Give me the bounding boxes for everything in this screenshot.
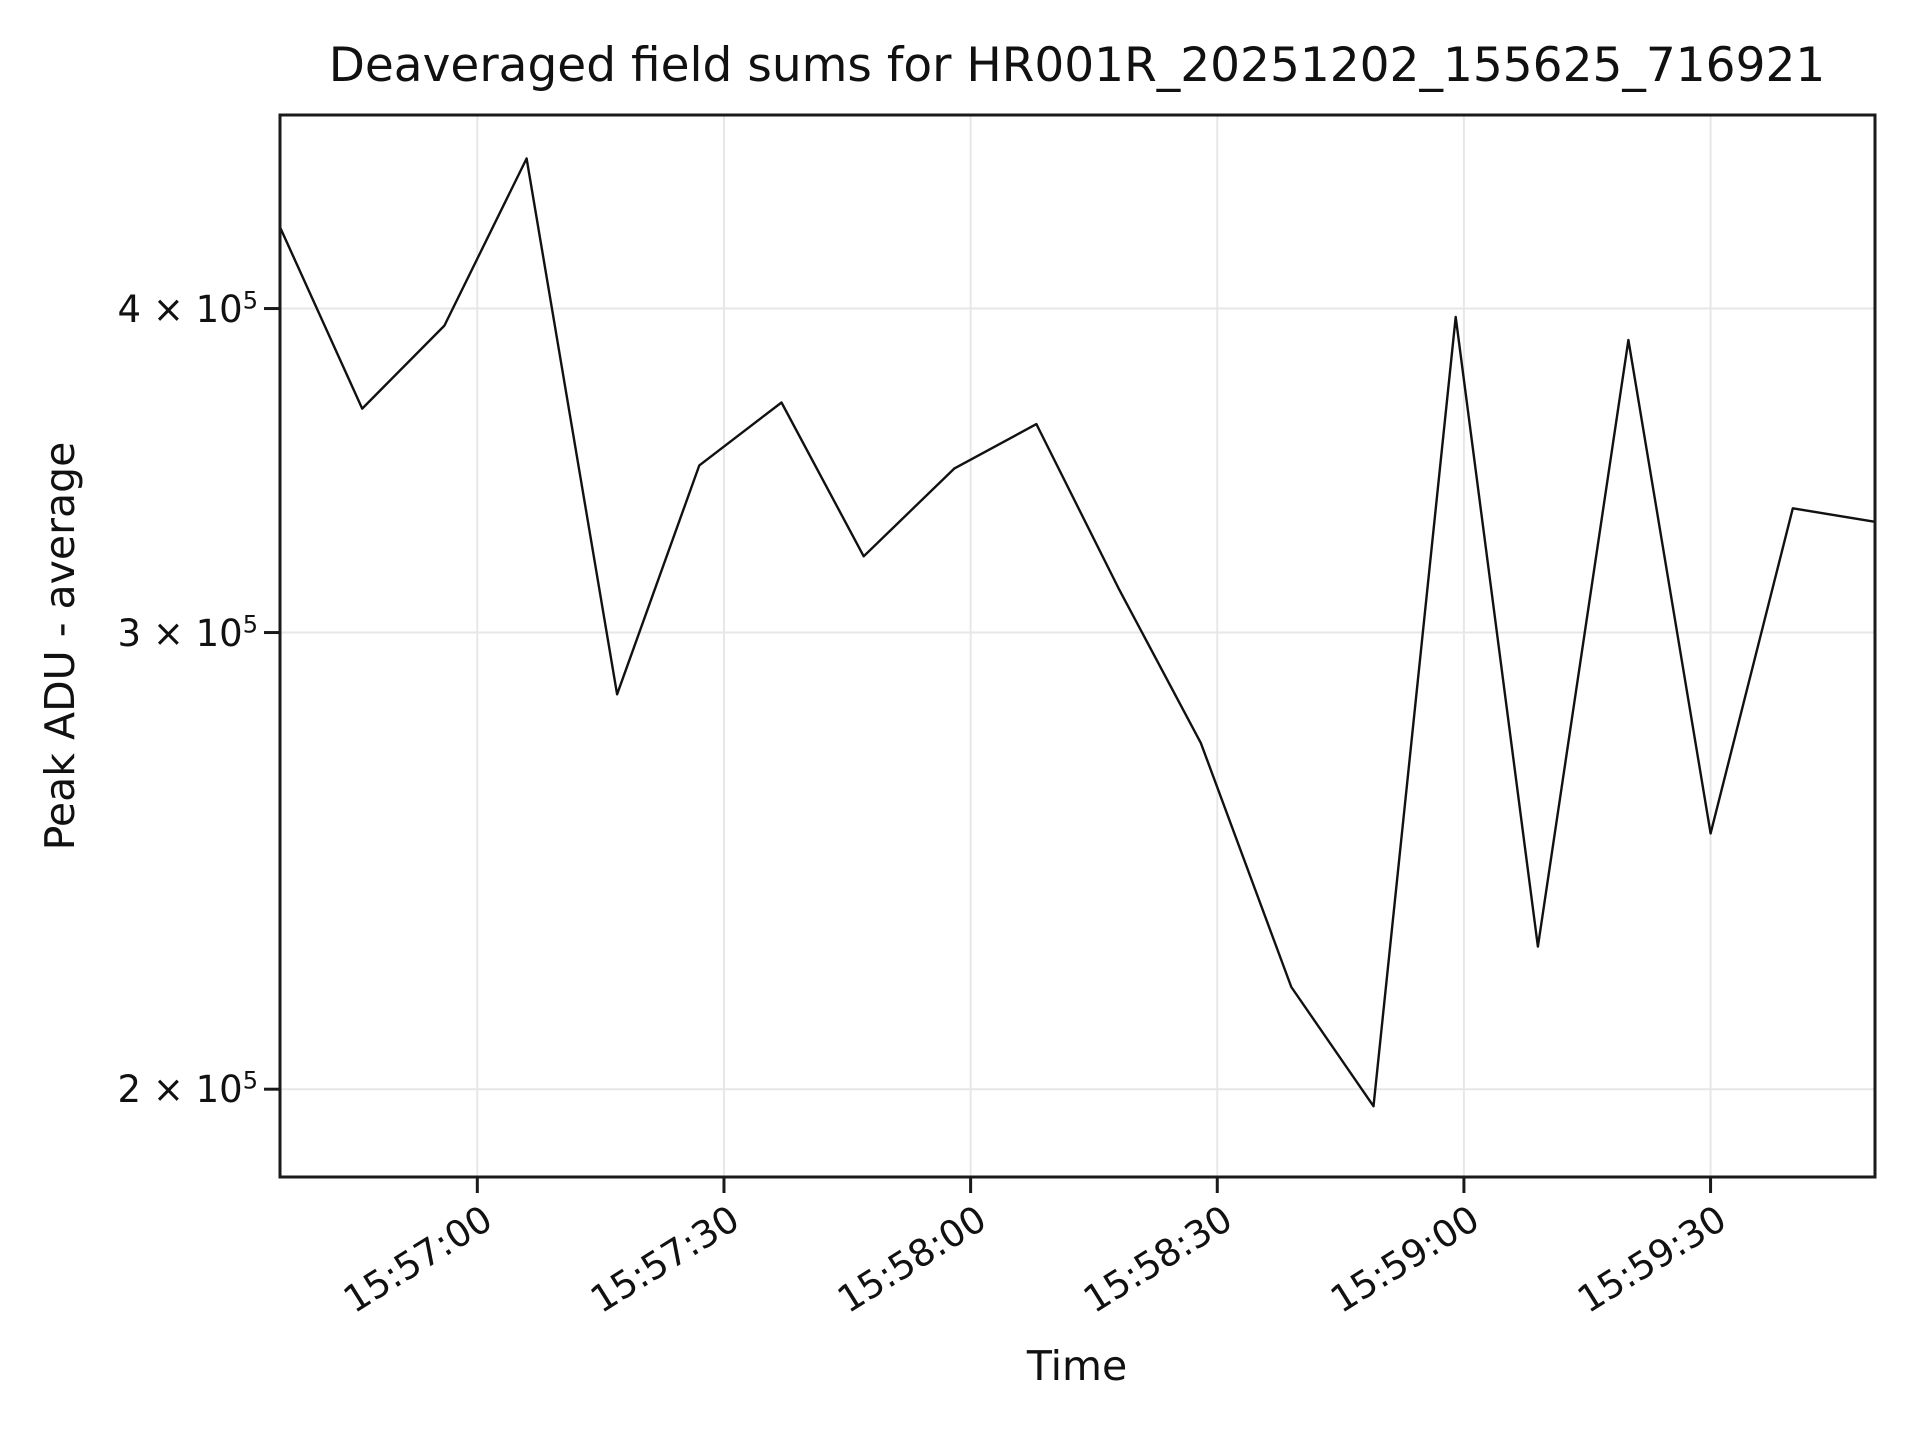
y-tick-label-exponent: 5 [242,1066,258,1095]
x-axis-label: Time [1026,1342,1128,1390]
y-tick-label-exponent: 5 [242,609,258,638]
y-tick-label-base: 2 × 10 [117,1068,243,1112]
y-tick-label: 2 × 105 [117,1066,258,1112]
chart-title: Deaveraged field sums for HR001R_2025120… [328,38,1826,93]
axes-spines [278,113,1877,1179]
y-tick-label-exponent: 5 [242,285,258,314]
y-axis-label: Peak ADU - average [36,441,84,851]
y-tick-label: 4 × 105 [118,287,258,330]
y-tick-label-base: 3 × 10 [117,611,243,655]
data-line [278,157,1877,1108]
y-tick-label: 3 × 105 [118,611,258,654]
y-tick-label-base: 4 × 10 [117,287,243,331]
